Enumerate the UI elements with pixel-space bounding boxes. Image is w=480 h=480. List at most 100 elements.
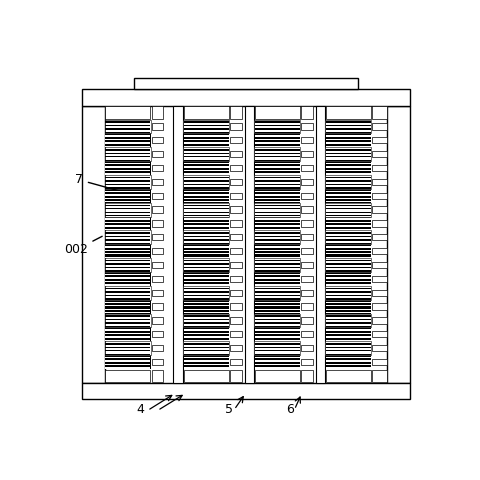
Bar <box>106 163 150 164</box>
Bar <box>106 135 150 137</box>
Bar <box>230 359 241 365</box>
Bar <box>152 248 163 254</box>
Bar <box>183 313 229 327</box>
Bar <box>183 163 228 164</box>
Bar <box>183 184 228 185</box>
Bar <box>254 177 300 178</box>
Bar <box>254 258 300 272</box>
Bar <box>106 218 150 220</box>
Bar <box>152 137 163 144</box>
Bar <box>372 276 386 282</box>
Bar <box>301 220 312 227</box>
Bar <box>254 216 300 230</box>
Bar <box>372 370 386 382</box>
Bar <box>183 159 228 161</box>
Bar <box>183 145 228 147</box>
Bar <box>230 192 241 199</box>
Bar <box>325 161 372 175</box>
Bar <box>254 145 300 147</box>
Bar <box>325 125 371 126</box>
Bar <box>325 256 371 258</box>
Bar <box>183 327 229 341</box>
Text: 002: 002 <box>64 236 102 256</box>
Bar <box>105 244 151 258</box>
Bar <box>325 159 371 161</box>
Bar <box>183 212 228 213</box>
Bar <box>325 298 371 300</box>
Bar <box>183 256 228 258</box>
Bar <box>106 212 150 213</box>
Bar <box>105 286 151 300</box>
Bar <box>254 286 300 300</box>
Bar <box>183 286 229 300</box>
Bar <box>105 161 151 175</box>
Bar <box>254 341 300 355</box>
Bar <box>301 123 312 130</box>
Bar <box>183 309 228 310</box>
Bar <box>106 256 150 258</box>
Bar <box>254 300 300 313</box>
Bar <box>301 179 312 185</box>
Bar <box>106 270 150 272</box>
Bar <box>183 281 228 282</box>
Bar <box>230 123 241 130</box>
Bar <box>183 347 228 348</box>
Bar <box>254 153 300 154</box>
Bar <box>301 345 312 351</box>
Bar <box>254 163 300 164</box>
Bar <box>152 123 163 130</box>
Bar <box>254 298 300 300</box>
Bar <box>183 277 228 279</box>
Bar <box>106 107 150 119</box>
Bar <box>230 234 241 240</box>
Bar <box>230 220 241 227</box>
Bar <box>183 161 229 175</box>
Bar <box>325 175 372 189</box>
Bar <box>230 345 241 351</box>
Bar <box>325 135 371 137</box>
Bar <box>254 204 300 206</box>
Bar <box>183 260 228 262</box>
Bar <box>325 340 371 341</box>
Bar <box>254 133 300 147</box>
Bar <box>325 327 372 341</box>
Bar <box>183 340 228 341</box>
Bar <box>183 360 228 362</box>
Bar <box>183 167 228 168</box>
Text: 5: 5 <box>225 403 233 416</box>
Bar <box>106 236 150 237</box>
Bar <box>254 267 300 268</box>
Bar <box>230 370 241 382</box>
Bar <box>183 132 228 133</box>
Bar <box>254 319 300 320</box>
Bar <box>105 258 151 272</box>
Bar <box>301 370 312 382</box>
Bar <box>183 323 228 324</box>
Bar <box>301 165 312 171</box>
Bar <box>254 107 300 119</box>
Bar <box>183 204 228 206</box>
Bar <box>230 206 241 213</box>
Bar <box>152 370 163 382</box>
Bar <box>183 153 228 154</box>
Bar <box>106 295 150 296</box>
Bar <box>372 317 386 324</box>
Bar <box>106 274 150 275</box>
Bar <box>254 284 300 286</box>
Bar <box>372 220 386 227</box>
Bar <box>254 184 300 185</box>
Bar <box>254 194 300 195</box>
Bar <box>254 367 300 369</box>
Bar <box>372 192 386 199</box>
Bar <box>183 243 228 244</box>
Bar <box>254 256 300 258</box>
Bar <box>152 331 163 337</box>
Bar <box>325 153 371 154</box>
Bar <box>106 333 150 334</box>
Bar <box>254 215 300 216</box>
Bar <box>106 253 150 254</box>
Bar <box>183 250 228 251</box>
Bar <box>183 180 228 182</box>
Bar <box>372 137 386 144</box>
Bar <box>254 226 300 227</box>
